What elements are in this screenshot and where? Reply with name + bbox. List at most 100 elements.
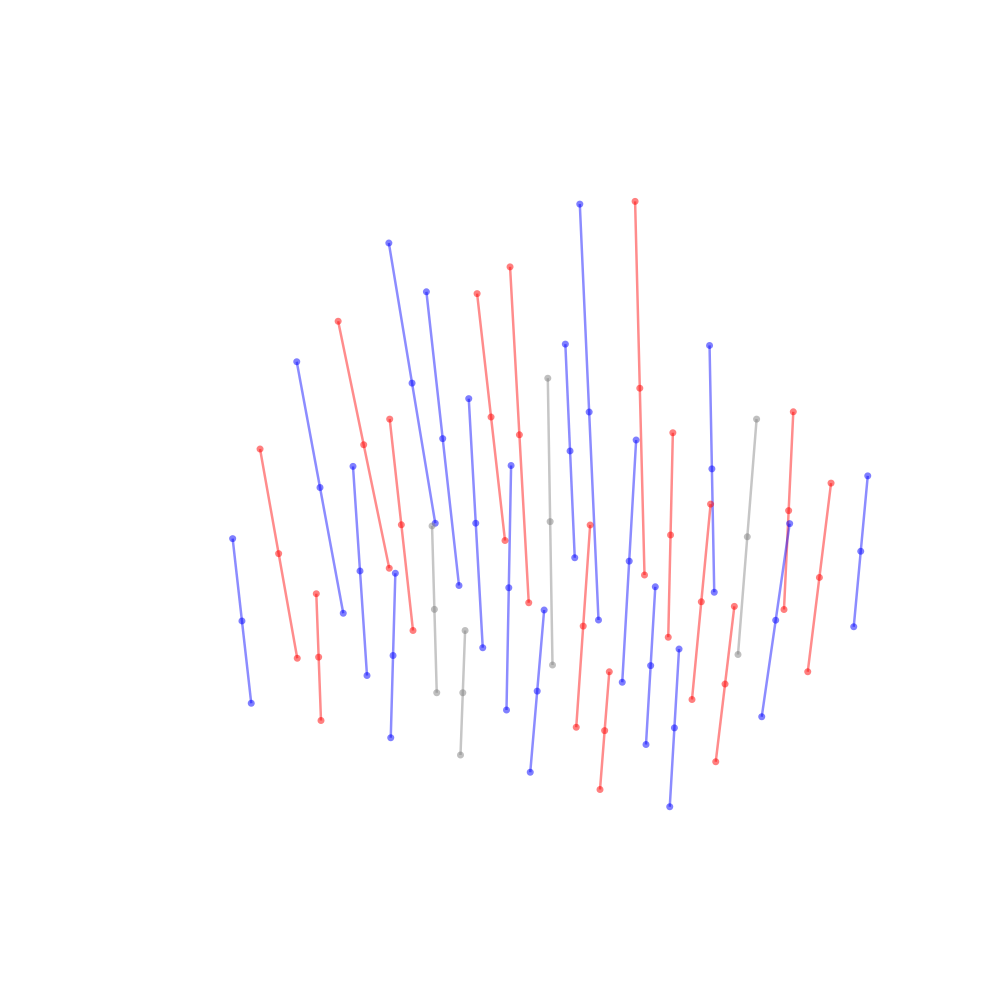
strand-node [721,680,729,688]
strand-node [506,263,514,271]
strand-node [667,531,675,539]
strand-node [455,582,463,589]
strand-node [596,786,604,793]
strand-node [505,584,513,592]
strand-node [360,441,368,449]
strand-node [526,768,534,776]
strand-node [409,627,417,634]
strand-node [743,533,751,541]
strand-node [601,727,609,735]
strand-node [439,435,447,443]
strand-node [670,724,678,732]
strand-node [706,341,714,349]
strand-node [315,653,323,661]
strand-node [636,384,644,392]
strand-node [675,645,683,653]
strand-node [815,573,823,581]
strand-node [293,358,301,366]
strand-node [525,599,533,607]
strand-node [566,447,574,455]
strand-node [356,567,364,575]
strand-node [317,717,325,724]
strand-node [473,290,481,298]
strand-node [605,668,613,676]
strand-node [785,507,793,515]
strand-node [772,616,780,624]
strand-node [487,413,495,421]
strand-node [688,696,696,703]
strand-node [651,583,659,591]
strand-node [572,723,580,731]
strand-node [334,317,342,325]
strand-node [457,751,464,759]
strand-node [758,713,766,721]
strand-node [433,689,441,697]
strand-node [349,462,357,470]
strand-node [472,519,480,527]
strand-node [465,395,473,403]
strand-node [461,627,469,634]
strand-node [712,758,720,766]
strand-node [827,479,835,487]
strand-node [316,484,324,491]
strand-node [238,617,246,625]
strand-node [666,803,674,811]
strand-node [576,200,584,208]
strand-node [386,415,394,423]
strand-node [247,699,255,707]
strand-node [595,616,602,624]
strand-node [571,554,579,562]
strand-node [753,415,761,423]
strand-node [546,518,554,526]
strand-node [786,520,794,528]
strand-node [503,706,510,714]
strand-node [631,197,639,205]
strand-node [864,472,872,480]
strand-node [397,521,405,529]
strand-node [586,521,594,529]
strand-node [391,569,399,577]
strand-node [507,462,515,469]
strand-node [293,654,301,662]
strand-node [664,633,672,641]
strand-node [459,689,467,697]
strand-node [850,623,858,631]
strand-node [579,622,587,630]
strand-node [363,672,371,679]
strand-node [632,436,640,444]
strand-node [618,678,626,686]
strand-node [533,687,541,695]
strand-node [708,465,716,473]
strand-node [387,734,395,742]
strand-node [275,550,283,558]
strand-node [641,571,648,579]
strand-node [730,602,738,610]
strand-node [780,606,788,613]
strand-node [515,431,523,439]
strand-node [669,429,677,437]
strand-node [544,374,552,382]
strand-node [385,564,393,572]
strand-node [625,557,633,565]
strand-node [229,535,237,543]
strand-node [479,644,487,652]
strand-node [697,598,705,606]
strand-node [710,588,718,596]
strand-node [707,500,715,508]
strand-node [642,741,650,748]
strand-node [540,606,548,614]
strand-node [857,547,865,555]
strand-node [389,652,397,659]
strand-node [561,340,569,348]
strand-node [385,239,393,247]
strand-node [339,609,347,617]
strand-node [804,668,812,676]
strand-node [647,662,655,670]
strand-node [256,445,264,453]
strand-node [408,379,416,387]
strand-node [501,537,509,544]
strand-node [312,590,320,598]
strand-node [422,288,430,296]
